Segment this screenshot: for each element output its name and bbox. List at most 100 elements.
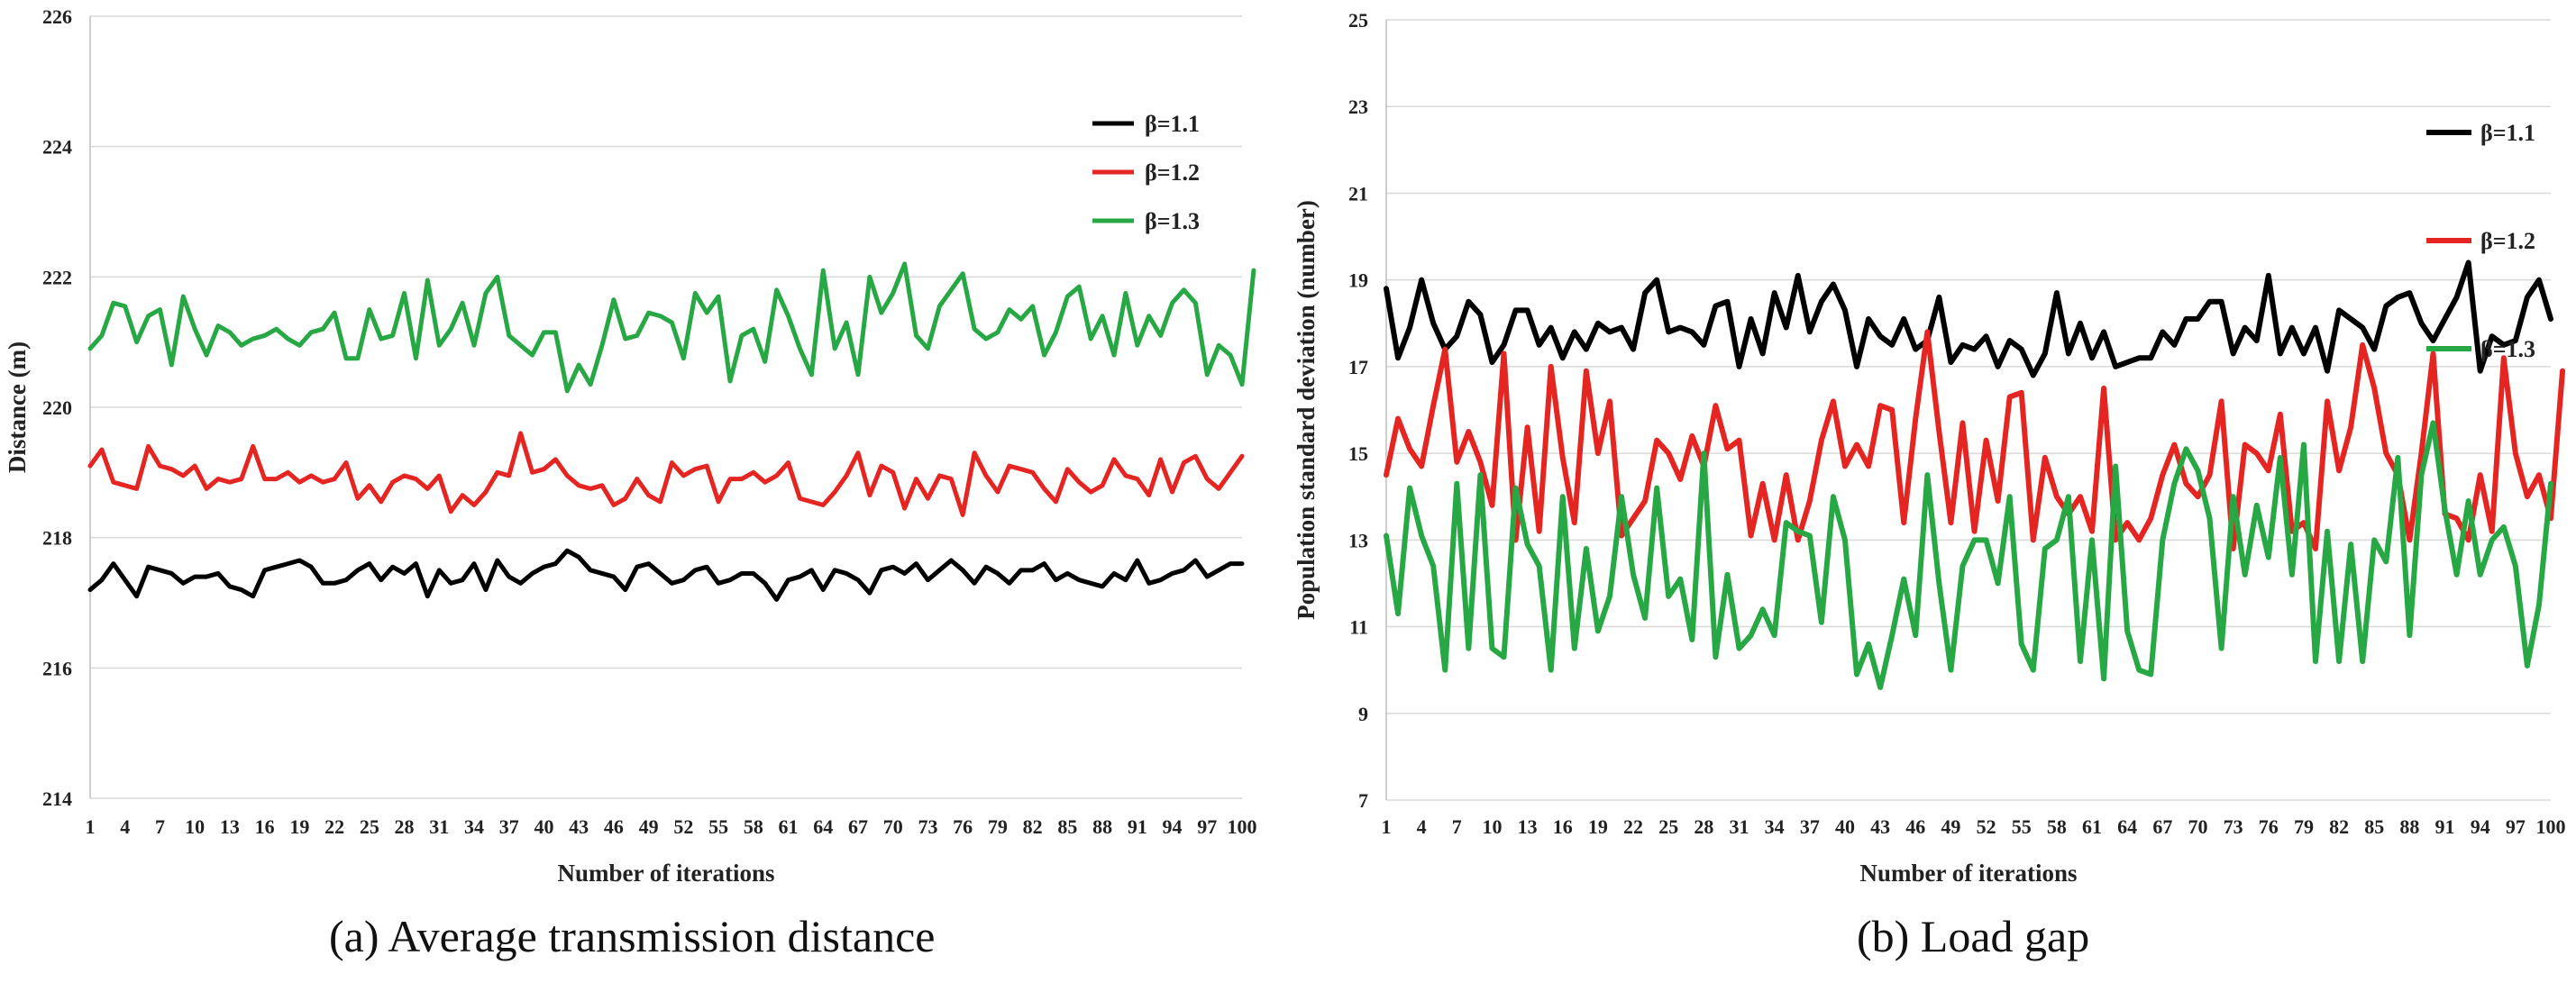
x-tick-label: 97 [1197,815,1217,838]
x-tick-label: 37 [1800,815,1820,838]
series-line-2 [87,431,1245,517]
x-tick-label: 40 [534,815,553,838]
y-tick-label: 15 [1348,442,1368,465]
x-tick-label: 52 [1977,815,1996,838]
y-axis-label: Distance (m) [4,341,31,473]
x-tick-label: 67 [2152,815,2172,838]
x-tick-label: 1 [1382,815,1392,838]
y-axis-label: Population standard deviation (number) [1293,200,1320,620]
x-tick-label: 58 [744,815,763,838]
x-tick-label: 58 [2047,815,2067,838]
x-tick-label: 40 [1835,815,1855,838]
y-tick-label: 19 [1348,269,1368,292]
x-tick-label: 37 [499,815,519,838]
x-tick-label: 7 [155,815,165,838]
x-tick-label: 19 [1588,815,1608,838]
x-tick-label: 55 [708,815,728,838]
chart-panel-b: 7 9 11 13 15 17 19 21 23 25 1 4 7 10 13 16 19 22 25 28 31 34 3… [1289,0,2576,983]
x-tick-label: 100 [2536,815,2566,838]
chart-b-caption: (b) Load gap [1857,911,2090,961]
x-tick-label: 76 [2259,815,2279,838]
x-tick-label: 1 [86,815,96,838]
x-tick-label: 43 [569,815,589,838]
x-tick-label: 64 [2117,815,2137,838]
x-axis-label: Number of iterations [1860,860,2078,887]
x-tick-label: 85 [2364,815,2384,838]
x-tick-label: 73 [918,815,937,838]
x-tick-label: 25 [360,815,379,838]
x-tick-label: 97 [2506,815,2526,838]
x-tick-label: 55 [2012,815,2032,838]
x-tick-label: 28 [395,815,415,838]
chart-a-caption: (a) Average transmission distance [329,911,936,961]
x-tick-label: 100 [1228,815,1257,838]
y-tick-label: 218 [42,527,72,550]
x-tick-label: 88 [2399,815,2419,838]
x-tick-label: 16 [1553,815,1573,838]
x-tick-label: 46 [1905,815,1925,838]
x-tick-label: 49 [1941,815,1960,838]
x-tick-label: 31 [1730,815,1749,838]
x-tick-label: 31 [429,815,449,838]
x-tick-label: 70 [883,815,903,838]
x-tick-label: 79 [988,815,1008,838]
x-tick-label: 61 [2082,815,2102,838]
y-tick-label: 13 [1348,529,1368,551]
x-tick-label: 10 [185,815,205,838]
series-line-3 [1384,420,2553,690]
chart-panel-a: 214 216 218 220 222 224 226 1 4 7 10 13 16 19 22 25 28 31… [0,0,1280,983]
y-tick-label: 25 [1348,9,1368,32]
x-tick-label: 49 [639,815,659,838]
x-tick-label: 82 [2329,815,2349,838]
x-tick-label: 64 [813,815,833,838]
x-tick-label: 34 [464,815,484,838]
y-tick-label: 222 [42,266,72,288]
y-tick-label: 17 [1348,356,1368,378]
x-tick-label: 19 [289,815,309,838]
x-tick-label: 7 [1452,815,1462,838]
x-tick-label: 43 [1870,815,1890,838]
series-line-2 [1384,329,2566,551]
legend-label-2: β=1.2 [1145,159,1200,186]
legend-label-2: β=1.2 [2480,228,2535,254]
y-tick-label: 7 [1358,789,1368,812]
series-line-1 [87,548,1245,602]
x-tick-label: 85 [1057,815,1077,838]
x-axis-label: Number of iterations [558,860,775,887]
y-tick-label: 226 [42,5,72,28]
y-tick-label: 11 [1349,616,1368,639]
x-tick-label: 22 [324,815,344,838]
x-tick-label: 16 [255,815,275,838]
x-tick-label: 70 [2188,815,2207,838]
chart-a-svg: 214 216 218 220 222 224 226 1 4 7 10 13 16 19 22 25 28 31… [4,5,1257,887]
x-tick-label: 13 [1518,815,1538,838]
legend-label-1: β=1.1 [1145,111,1200,137]
y-tick-label: 224 [42,136,72,159]
x-tick-label: 4 [1417,815,1427,838]
legend-label-3: β=1.3 [1145,208,1200,234]
x-tick-label: 25 [1658,815,1678,838]
x-tick-label: 34 [1765,815,1785,838]
x-tick-label: 13 [220,815,240,838]
x-tick-label: 73 [2224,815,2243,838]
x-tick-label: 76 [953,815,973,838]
x-tick-label: 10 [1482,815,1502,838]
y-tick-label: 21 [1348,182,1368,205]
legend-label-3: β=1.3 [2480,336,2535,362]
x-tick-label: 82 [1023,815,1043,838]
y-tick-label: 23 [1348,96,1368,118]
x-tick-label: 94 [2471,815,2490,838]
x-tick-label: 67 [848,815,868,838]
series-line-3 [87,261,1256,394]
y-tick-label: 9 [1358,703,1368,725]
x-tick-label: 28 [1694,815,1713,838]
x-tick-label: 46 [604,815,624,838]
x-tick-label: 79 [2294,815,2314,838]
x-tick-label: 52 [673,815,693,838]
x-tick-label: 22 [1623,815,1643,838]
x-tick-label: 91 [1128,815,1147,838]
series-line-1 [1384,259,2553,378]
y-tick-label: 216 [42,657,72,679]
x-tick-label: 61 [779,815,799,838]
